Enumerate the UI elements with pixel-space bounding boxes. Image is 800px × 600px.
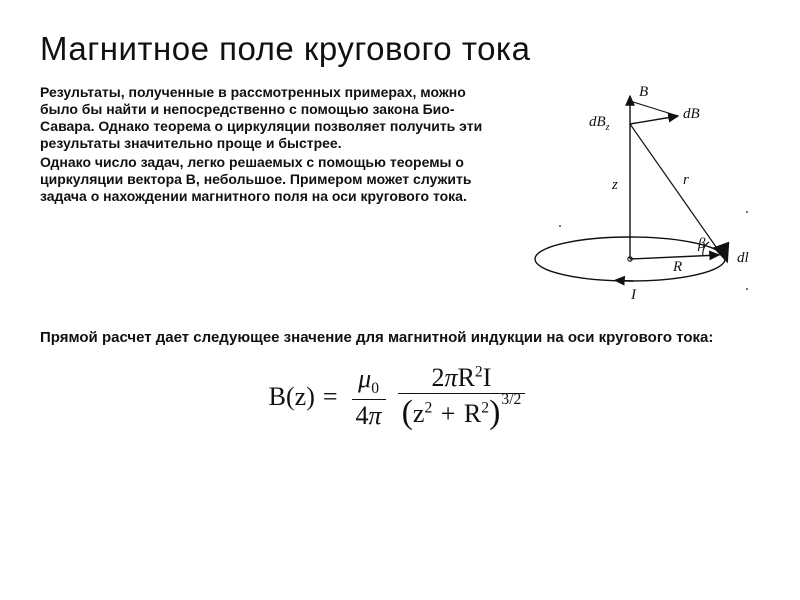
- den2-plus: +: [441, 399, 456, 428]
- result-line: Прямой расчет дает следующее значение дл…: [40, 328, 760, 348]
- label-B: B: [639, 84, 648, 100]
- mu-symbol: μ: [358, 364, 371, 393]
- num2-I: I: [483, 363, 492, 392]
- body-text: Результаты, полученные в рассмотренных п…: [40, 84, 499, 314]
- formula-frac2: 2πR2I ( z2 + R2 ) 3/2: [398, 364, 526, 430]
- pi-symbol: π: [369, 401, 382, 430]
- diagram: B dB dBz z r R dl I β: [515, 84, 760, 314]
- formula: B(z) = μ0 4π 2πR2I ( z2 + R2: [40, 364, 760, 430]
- label-dBz: dBz: [589, 114, 610, 133]
- formula-frac1: μ0 4π: [352, 365, 386, 430]
- page-title: Магнитное поле кругового тока: [40, 30, 760, 68]
- den2-outer-exp: 3/2: [501, 392, 521, 408]
- label-I: I: [630, 287, 637, 303]
- den2-R: R: [464, 399, 481, 428]
- formula-lhs: B(z): [269, 382, 315, 412]
- label-r: r: [683, 172, 689, 188]
- num2-exp: 2: [475, 364, 483, 381]
- num2-R: R: [458, 363, 475, 392]
- label-dl: dl: [737, 250, 749, 266]
- diagram-svg: B dB dBz z r R dl I β: [515, 84, 760, 314]
- label-beta: β: [697, 236, 706, 252]
- den2-z: z: [413, 399, 425, 428]
- label-R: R: [672, 259, 682, 275]
- pi-symbol-2: π: [445, 363, 458, 392]
- formula-eq: =: [323, 382, 338, 412]
- den2-Rexp: 2: [481, 399, 489, 416]
- const-4: 4: [356, 401, 369, 430]
- num2-a: 2: [432, 363, 445, 392]
- paragraph-1: Результаты, полученные в рассмотренных п…: [40, 84, 499, 152]
- paragraph-2: Однако число задач, легко решаемых с пом…: [40, 154, 499, 205]
- label-dB: dB: [683, 106, 700, 122]
- den2-zexp: 2: [424, 399, 432, 416]
- upper-row: Результаты, полученные в рассмотренных п…: [40, 84, 760, 314]
- mu-sub: 0: [371, 380, 379, 397]
- label-z: z: [611, 177, 618, 193]
